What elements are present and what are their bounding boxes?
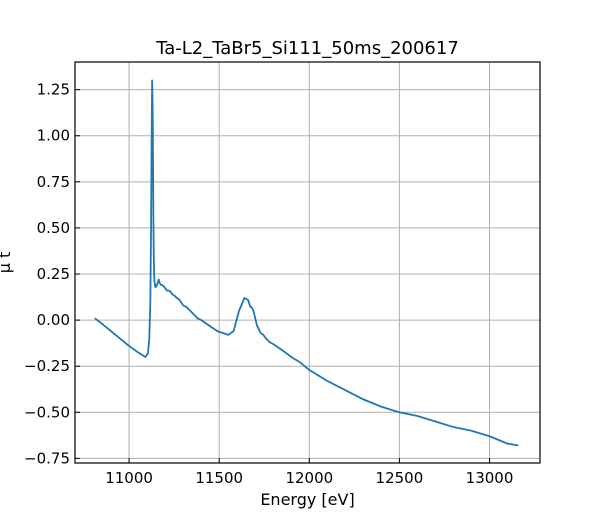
y-tick-label: −0.75 — [24, 449, 70, 467]
y-tick-label: 0.25 — [37, 265, 70, 283]
x-tick-label: 11000 — [105, 469, 153, 487]
x-tick-label: 12500 — [376, 469, 424, 487]
y-tick-label: 0.50 — [37, 219, 70, 237]
y-tick-label: 1.00 — [37, 127, 70, 145]
y-tick-label: −0.50 — [24, 403, 70, 421]
chart-title: Ta-L2_TaBr5_Si111_50ms_200617 — [155, 38, 459, 59]
grid-layer — [75, 62, 540, 463]
y-tick-label: 1.25 — [37, 81, 70, 99]
y-tick-label: −0.25 — [24, 357, 70, 375]
data-layer — [94, 79, 519, 447]
series-line — [94, 79, 519, 447]
plot-frame — [74, 61, 541, 464]
y-axis-label: μ t — [0, 252, 14, 274]
y-tick-label: 0.00 — [37, 311, 70, 329]
y-tick-label: 0.75 — [37, 173, 70, 191]
x-tick-label: 13000 — [466, 469, 514, 487]
x-tick-label: 11500 — [195, 469, 243, 487]
x-axis-label: Energy [eV] — [260, 490, 354, 509]
x-tick-label: 12000 — [285, 469, 333, 487]
tick-layer: 11000 11500 12000 12500 13000 −0.75 −0.50 −0.25… — [24, 81, 513, 487]
